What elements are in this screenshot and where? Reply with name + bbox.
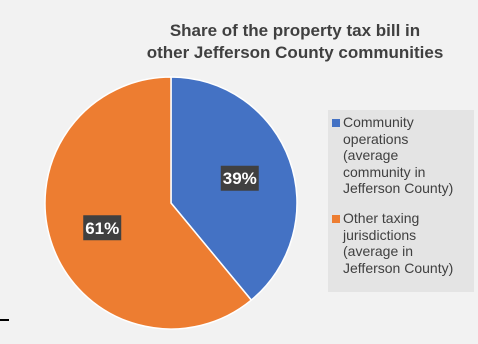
legend-swatch-other-taxing-jurisdictions — [332, 215, 340, 223]
edge-mark — [0, 319, 9, 321]
legend-label-community-operations: Community operations (average community … — [343, 114, 474, 197]
chart-title-line-1: Share of the property tax bill in — [169, 21, 421, 40]
data-label-1: 61% — [83, 215, 122, 241]
data-label-box-0 — [220, 165, 259, 191]
legend-line: operations — [343, 130, 409, 147]
pie-data-labels: 39% 61% — [83, 165, 259, 241]
data-label-0: 39% — [220, 165, 259, 191]
legend-line: Jefferson County) — [343, 259, 454, 276]
pie-slices — [44, 76, 298, 330]
data-label-text-0: 39% — [223, 169, 257, 188]
legend-line: community in — [343, 163, 426, 180]
chart-title-line-2: other Jefferson County communities — [146, 43, 444, 62]
legend-swatch-community-operations — [332, 119, 340, 127]
legend-label-other-taxing-jurisdictions: Other taxing jurisdictions (average in J… — [343, 210, 474, 276]
legend-item-other-taxing-jurisdictions: Other taxing jurisdictions (average in J… — [332, 210, 474, 276]
legend-line: (average in — [343, 243, 414, 259]
legend: Community operations (average community … — [328, 110, 474, 292]
legend-line: (average — [343, 147, 399, 163]
pie-slice-1 — [44, 76, 253, 330]
data-label-text-1: 61% — [85, 219, 119, 238]
chart-title: Share of the property tax bill in other … — [118, 20, 472, 64]
legend-item-community-operations: Community operations (average community … — [332, 114, 474, 197]
legend-line: Community — [343, 114, 414, 130]
legend-line: Jefferson County) — [343, 180, 454, 196]
legend-line: jurisdictions — [343, 226, 417, 243]
data-label-box-1 — [83, 215, 122, 241]
legend-line: Other taxing — [343, 210, 420, 226]
